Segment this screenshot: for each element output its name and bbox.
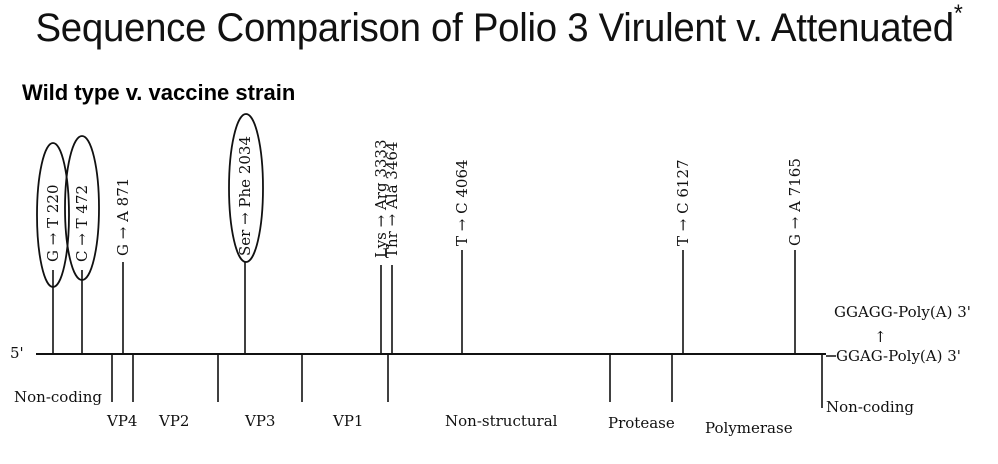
three-prime-upper-label: GGAGG-Poly(A) 3' — [834, 303, 971, 321]
five-prime-label: 5' — [10, 344, 24, 362]
mutation-label: T → C 4064 — [453, 159, 471, 246]
mutation-label: G → A 871 — [114, 178, 132, 256]
mutation-label: G → T 220 — [44, 185, 62, 263]
mutation-label: G → A 7165 — [786, 158, 804, 246]
mutation-markers: G → T 220 C → T 472 G → A 871 Ser → Phe 203… — [36, 113, 804, 354]
region-label: VP4 — [106, 412, 137, 430]
mutation-label: C → T 472 — [73, 185, 91, 262]
mutation-circle — [36, 142, 70, 288]
three-prime-arrow: ↑ — [874, 328, 887, 346]
region-label: Non-coding — [14, 388, 102, 406]
region-label: VP1 — [332, 412, 363, 430]
region-label: Non-coding — [826, 398, 914, 416]
mutation-label: Ser → Phe 2034 — [236, 136, 254, 256]
page-title: Sequence Comparison of Polio 3 Virulent … — [20, 0, 978, 51]
title-text: Sequence Comparison of Polio 3 Virulent … — [35, 6, 954, 50]
subtitle-background — [12, 72, 536, 114]
mutation-circle — [228, 113, 264, 263]
mutation-circle — [64, 135, 100, 281]
region-label: Protease — [608, 414, 675, 432]
mutation-label: Thr → Ala 3464 — [383, 142, 401, 258]
mutation-label: T → C 6127 — [674, 159, 692, 246]
region-label: VP2 — [158, 412, 189, 430]
three-prime-lower-label: GGAG-Poly(A) 3' — [836, 347, 961, 365]
region-label: VP3 — [244, 412, 275, 430]
mutation-label: Lys → Arg 3333 — [372, 139, 390, 258]
title-asterisk: * — [953, 0, 963, 27]
region-label: Non-structural — [445, 412, 558, 430]
region-boundaries — [111, 354, 823, 408]
subtitle: Wild type v. vaccine strain — [22, 80, 296, 105]
region-label: Polymerase — [705, 419, 793, 437]
